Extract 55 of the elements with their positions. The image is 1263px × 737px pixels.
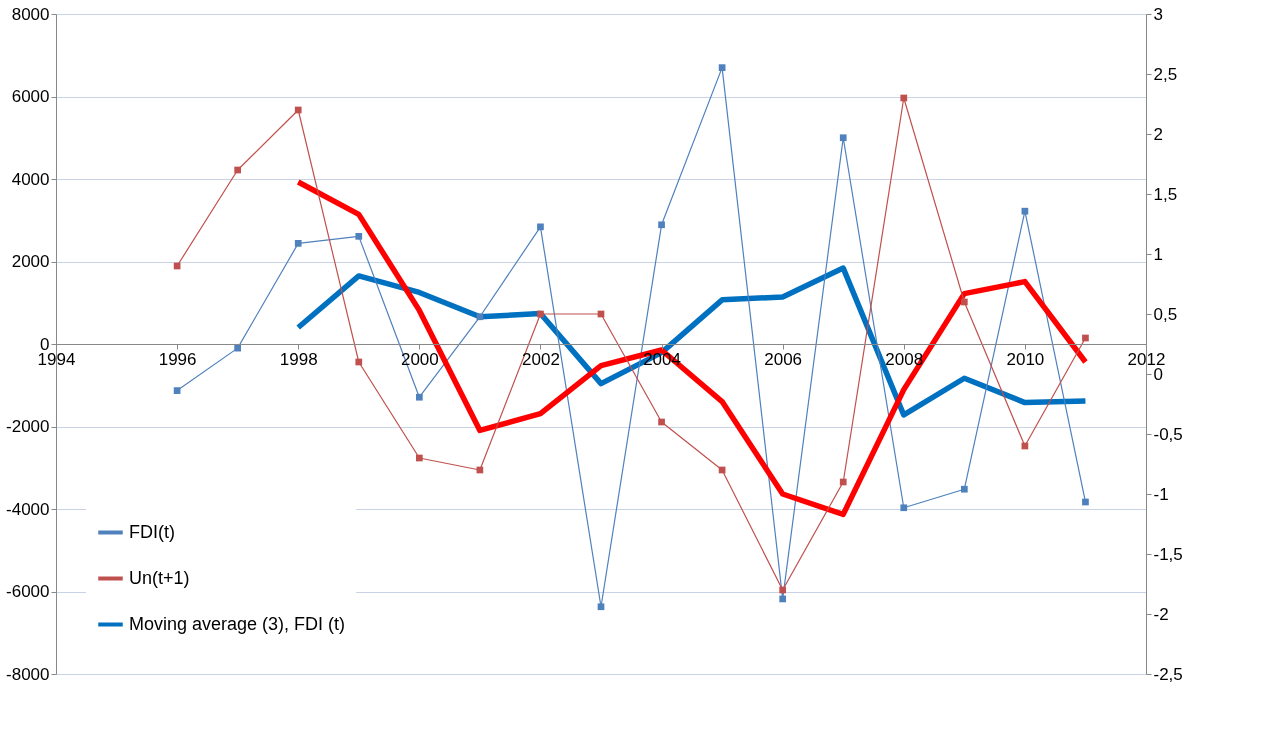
y2-tick-label: -0,5 [1153, 424, 1183, 444]
point [839, 478, 847, 486]
point [779, 595, 787, 603]
y2-tick-label: 2,5 [1153, 64, 1178, 84]
point [960, 485, 968, 493]
y2-tick-label: -1 [1153, 484, 1169, 504]
point [537, 223, 544, 231]
point [234, 166, 242, 174]
point [658, 221, 665, 229]
y-tick-label: -6000 [6, 582, 50, 601]
point [173, 387, 181, 394]
y-tick-label: 4000 [11, 169, 50, 189]
y2-tick-label: 1,5 [1153, 184, 1178, 204]
legend-label: Un(t+1) [129, 567, 190, 588]
y-tick-label: 2000 [11, 252, 50, 271]
y2-tick-label: 2 [1153, 124, 1163, 144]
y-tick-label: -2000 [6, 417, 50, 436]
y2-tick-label: -2,5 [1153, 664, 1183, 684]
point [294, 240, 302, 247]
point [597, 603, 605, 611]
point [1082, 334, 1089, 342]
y-tick-label: 8000 [11, 4, 50, 24]
point [234, 344, 242, 352]
x-tick-label: 1996 [158, 349, 197, 369]
y2-tick-label: 3 [1153, 4, 1163, 24]
y-tick-label: -4000 [6, 499, 50, 519]
point [415, 454, 423, 462]
x-tick-label: 2006 [764, 349, 803, 369]
point [537, 310, 544, 318]
point [718, 64, 726, 71]
point [839, 134, 847, 142]
y2-tick-label: -1,5 [1153, 544, 1183, 564]
x-tick-label: 2000 [400, 349, 439, 369]
point [355, 358, 363, 366]
point [355, 232, 363, 240]
x-tick-label: 2010 [1006, 349, 1045, 369]
y-tick-label: -8000 [6, 664, 50, 684]
x-tick-label: 2002 [522, 349, 560, 369]
point [779, 586, 787, 594]
point [900, 94, 908, 102]
y2-tick-label: 0,5 [1153, 304, 1178, 324]
point [960, 298, 968, 306]
x-tick-label: 1998 [279, 349, 318, 369]
y2-tick-label: 1 [1153, 244, 1163, 264]
point [294, 106, 302, 114]
point [900, 504, 908, 512]
legend-label: Moving average (3), FDI (t) [129, 613, 346, 634]
y2-tick-label: -2 [1153, 604, 1169, 624]
legend-label: FDI(t) [129, 521, 175, 542]
point [415, 393, 423, 401]
point [1082, 498, 1089, 506]
point [658, 418, 665, 426]
point [476, 313, 484, 321]
point [1021, 207, 1029, 215]
y-tick-label: 6000 [11, 87, 50, 106]
